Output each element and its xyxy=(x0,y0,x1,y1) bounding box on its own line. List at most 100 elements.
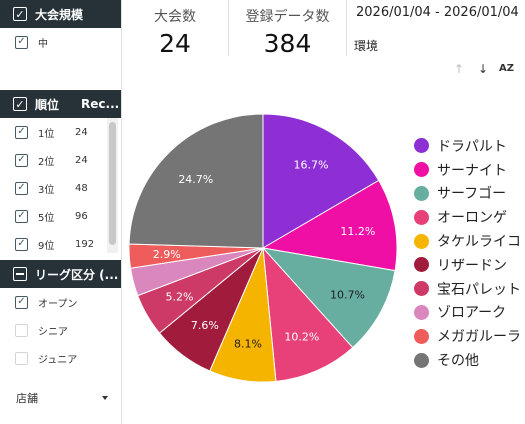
legend-color-dot-icon xyxy=(414,185,429,201)
pie-chart: 16.7% 11.2% 10.7% 10.2% 8.1% 7.6% 5.2% 2.9% 24.7… xyxy=(128,113,398,383)
league-filter-title: リーグ区分 (... xyxy=(35,267,119,282)
legend-label: サーフゴー xyxy=(437,186,507,203)
rank-row[interactable]: ✓ 5位 96 xyxy=(0,202,108,230)
league-option[interactable]: シニア xyxy=(0,316,108,344)
option-label: ジュニア xyxy=(38,354,78,366)
environment-label: 環境 xyxy=(354,39,379,53)
checkbox-unchecked-icon[interactable] xyxy=(15,323,28,337)
legend-label: ドラパルト xyxy=(437,138,507,155)
rank-row[interactable]: ✓ 9位 192 xyxy=(0,230,108,258)
legend-color-dot-icon xyxy=(414,304,429,320)
pie-slice[interactable] xyxy=(262,113,380,249)
drill-down-icon[interactable]: ↓ xyxy=(478,62,489,76)
rank-label: 9位 xyxy=(38,240,55,252)
date-range-picker[interactable]: 2026/01/04 - 2026/01/04 xyxy=(356,5,519,20)
legend-label: メガガルーラ xyxy=(437,329,521,346)
league-option[interactable]: ジュニア xyxy=(0,344,108,372)
checkbox-unchecked-icon[interactable] xyxy=(15,351,28,365)
legend-label: 宝石パレット xyxy=(437,281,521,298)
records-column-header[interactable]: Rec... xyxy=(81,97,120,111)
slice-percent-label: 2.9% xyxy=(153,248,181,261)
tournament-size-title: 大会規模 xyxy=(35,7,84,22)
pie-slice[interactable] xyxy=(261,247,396,349)
rank-column-header[interactable]: 順位 xyxy=(35,97,60,112)
legend-label: ゾロアーク xyxy=(437,305,507,322)
legend-label: その他 xyxy=(437,353,479,370)
tournament-count-scorecard: 大会数 24 xyxy=(122,0,228,58)
option-label: シニア xyxy=(38,326,68,338)
option-label: 中 xyxy=(38,38,48,50)
checkbox-checked-icon[interactable]: ✓ xyxy=(15,237,28,251)
checkbox-checked-icon[interactable]: ✓ xyxy=(15,181,28,195)
checkbox-checked-icon[interactable]: ✓ xyxy=(15,295,28,309)
legend-color-dot-icon xyxy=(414,162,429,178)
store-dropdown-label: 店舗 xyxy=(16,392,38,405)
checkbox-checked-icon[interactable]: ✓ xyxy=(15,125,28,139)
option-label: オープン xyxy=(38,298,78,310)
record-count-scorecard: 登録データ数 384 xyxy=(229,0,346,58)
rank-row[interactable]: ✓ 2位 24 xyxy=(0,146,108,174)
pie-slice[interactable] xyxy=(128,113,264,249)
legend-item[interactable]: ゾロアーク xyxy=(414,301,521,325)
legend-color-dot-icon xyxy=(414,257,429,273)
checkbox-checked-icon[interactable]: ✓ xyxy=(15,35,28,49)
checkbox-checked-icon[interactable]: ✓ xyxy=(15,209,28,223)
slice-percent-label: 10.2% xyxy=(284,330,319,343)
rank-record-count: 96 xyxy=(75,210,88,222)
legend-item[interactable]: メガガルーラ xyxy=(414,324,521,348)
tournament-size-filter-header[interactable]: ✓ 大会規模 xyxy=(0,0,121,28)
legend-item[interactable]: その他 xyxy=(414,348,521,372)
store-dropdown[interactable]: 店舗 xyxy=(16,390,108,406)
slice-percent-label: 16.7% xyxy=(294,158,329,171)
slice-percent-label: 8.1% xyxy=(234,337,262,350)
legend-item[interactable]: 宝石パレット xyxy=(414,277,521,301)
pie-slice[interactable] xyxy=(262,246,354,382)
legend-color-dot-icon xyxy=(414,233,429,249)
legend-color-dot-icon xyxy=(414,138,429,154)
rank-row[interactable]: ✓ 3位 48 xyxy=(0,174,108,202)
legend-color-dot-icon xyxy=(414,209,429,225)
select-all-checkbox[interactable]: ✓ xyxy=(13,7,27,21)
scrollbar-thumb[interactable] xyxy=(109,122,116,245)
scorecard-label: 登録データ数 xyxy=(245,9,330,25)
pie-slice[interactable] xyxy=(261,179,398,272)
rank-record-count: 192 xyxy=(75,238,95,250)
legend-item[interactable]: オーロンゲ xyxy=(414,205,521,229)
rank-label: 5位 xyxy=(38,212,55,224)
legend-color-dot-icon xyxy=(414,352,429,368)
slice-percent-label: 24.7% xyxy=(178,173,213,186)
sort-icon[interactable]: AZ xyxy=(499,63,514,74)
scorecard-divider xyxy=(228,0,229,56)
rank-label: 3位 xyxy=(38,184,55,196)
legend-label: サーナイト xyxy=(437,162,507,179)
slice-percent-label: 5.2% xyxy=(166,290,194,303)
legend-label: リザードン xyxy=(437,257,507,274)
dropdown-caret-icon xyxy=(102,396,108,400)
slice-percent-label: 11.2% xyxy=(340,225,375,238)
slice-percent-label: 10.7% xyxy=(330,289,365,302)
rank-record-count: 24 xyxy=(75,126,88,138)
rank-row[interactable]: ✓ 1位 24 xyxy=(0,118,108,146)
checkbox-checked-icon[interactable]: ✓ xyxy=(15,153,28,167)
legend-item[interactable]: サーフゴー xyxy=(414,182,521,206)
scorecard-value: 24 xyxy=(159,29,191,58)
scorecard-value: 384 xyxy=(263,29,312,58)
partial-select-checkbox[interactable] xyxy=(13,267,27,281)
scorecard-divider xyxy=(346,0,347,56)
rank-table-header[interactable]: ✓ 順位 Rec... xyxy=(0,90,121,118)
league-filter-header[interactable]: リーグ区分 (... xyxy=(0,260,121,288)
legend-item[interactable]: リザードン xyxy=(414,253,521,277)
legend-item[interactable]: ドラパルト xyxy=(414,134,521,158)
scorecard-label: 大会数 xyxy=(154,9,196,25)
rank-record-count: 24 xyxy=(75,154,88,166)
legend-item[interactable]: サーナイト xyxy=(414,158,521,182)
column-divider xyxy=(121,0,122,424)
drill-up-icon[interactable]: ↑ xyxy=(454,62,465,76)
legend-item[interactable]: タケルライコ xyxy=(414,229,521,253)
tournament-size-option[interactable]: ✓ 中 xyxy=(0,28,108,56)
rank-record-count: 48 xyxy=(75,182,88,194)
legend-color-dot-icon xyxy=(414,328,429,344)
select-all-checkbox[interactable]: ✓ xyxy=(13,97,27,111)
slice-percent-label: 7.6% xyxy=(191,319,219,332)
league-option[interactable]: ✓ オープン xyxy=(0,288,108,316)
